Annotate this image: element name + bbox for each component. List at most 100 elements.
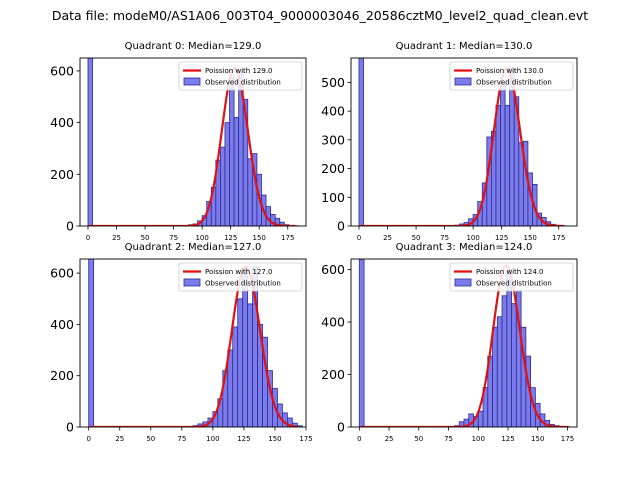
x-tick-label: 125: [495, 234, 508, 242]
x-tick-label: 150: [268, 435, 281, 443]
histogram-bar: [504, 104, 511, 226]
legend-box: [178, 262, 303, 292]
y-tick-label: 600: [321, 262, 345, 277]
subplot-3: 0 25 50 75 100 125 150 175 0 200 400 600 Quadrant 3:…: [321, 242, 578, 443]
subplot-1: 0 25 50 75 100 125 150 175 0 100 200 300 400 500 Quadr…: [321, 41, 578, 242]
y-tick-label: 0: [66, 219, 74, 234]
subplot-title: Quadrant 1: Median=130.0: [396, 41, 533, 52]
x-tick-label: 50: [414, 435, 423, 443]
x-tick-label: 0: [357, 234, 361, 242]
x-tick-label: 25: [112, 234, 121, 242]
histogram-bar: [358, 58, 364, 226]
histogram-bar: [219, 146, 226, 226]
x-tick-label: 150: [531, 435, 544, 443]
legend-bar-swatch: [454, 278, 472, 287]
legend: Poission with 130.0 Observed distribution: [449, 61, 574, 91]
poisson-fit-line: [360, 264, 569, 427]
plot-area: [358, 259, 570, 427]
histogram-bar: [495, 104, 501, 226]
legend: Poission with 127.0 Observed distribution: [178, 262, 303, 292]
x-tick-label: 175: [299, 435, 312, 443]
x-tick-label: 50: [141, 234, 150, 242]
histogram-bar: [232, 326, 239, 427]
x-tick-label: 125: [501, 435, 514, 443]
y-tick-label: 400: [50, 317, 74, 332]
subplots: 0 25 50 75 100 125 150 175 0 200 400 600 Quadrant 0:…: [50, 41, 578, 443]
x-tick-label: 100: [466, 234, 479, 242]
y-tick-label: 400: [321, 315, 345, 330]
y-tick-label: 500: [321, 75, 345, 90]
x-tick-label: 50: [146, 435, 155, 443]
plot-area: [87, 58, 299, 226]
plot-area: [88, 259, 303, 427]
legend-line-label: Poission with 127.0: [205, 268, 273, 276]
poisson-fit-line: [360, 66, 565, 226]
axes-frame: [350, 57, 578, 227]
y-tick-label: 0: [337, 219, 345, 234]
x-tick-label: 0: [86, 435, 90, 443]
x-tick-label: 0: [357, 435, 361, 443]
axes-frame: [79, 258, 307, 428]
subplot-0: 0 25 50 75 100 125 150 175 0 200 400 600 Quadrant 0:…: [50, 41, 307, 242]
y-tick-label: 200: [321, 367, 345, 382]
x-tick-label: 150: [524, 234, 537, 242]
y-tick-label: 600: [50, 266, 74, 281]
histogram-bar: [511, 303, 517, 427]
legend: Poission with 129.0 Observed distribution: [178, 61, 303, 91]
x-tick-label: 175: [552, 234, 565, 242]
histogram-bar: [492, 326, 498, 427]
histogram-bar: [87, 58, 93, 226]
subplot-title: Quadrant 0: Median=129.0: [125, 41, 262, 52]
x-tick-label: 100: [206, 435, 219, 443]
y-tick-label: 200: [50, 368, 74, 383]
y-tick-label: 0: [337, 420, 345, 435]
legend-line-label: Poission with 130.0: [476, 67, 544, 75]
histogram-bar: [224, 122, 230, 226]
x-tick-label: 25: [385, 435, 394, 443]
legend-line-label: Poission with 129.0: [205, 67, 273, 75]
legend-box: [449, 61, 574, 91]
x-tick-label: 100: [472, 435, 485, 443]
histogram-bar: [229, 75, 235, 226]
histogram-bar: [227, 349, 234, 427]
legend: Poission with 124.0 Observed distribution: [449, 262, 574, 292]
x-tick-label: 75: [444, 435, 453, 443]
x-tick-label: 125: [224, 234, 237, 242]
subplot-title: Quadrant 2: Median=127.0: [125, 242, 262, 253]
histogram-bar: [237, 298, 244, 427]
y-tick-label: 400: [50, 115, 74, 130]
figure-title: Data file: modeM0/AS1A06_003T04_90000030…: [52, 8, 588, 23]
histogram-bar: [477, 410, 484, 427]
x-tick-label: 75: [169, 234, 178, 242]
x-tick-label: 100: [195, 234, 208, 242]
legend-bar-swatch: [183, 77, 201, 86]
y-tick-label: 600: [50, 63, 74, 78]
legend-bar-label: Observed distribution: [476, 280, 552, 288]
legend-bar-label: Observed distribution: [205, 280, 281, 288]
histogram-bar: [506, 269, 512, 427]
x-tick-label: 0: [86, 234, 90, 242]
x-tick-label: 25: [383, 234, 392, 242]
axes-frame: [79, 57, 307, 227]
legend-box: [178, 61, 303, 91]
histogram-bar: [242, 267, 249, 427]
y-tick-label: 200: [50, 167, 74, 182]
x-tick-label: 175: [561, 435, 574, 443]
legend-bar-swatch: [183, 278, 201, 287]
histogram-bar: [88, 259, 95, 427]
y-tick-label: 400: [321, 104, 345, 119]
legend-box: [449, 262, 574, 292]
histogram-bar: [358, 259, 365, 427]
histogram-bar: [233, 117, 240, 226]
y-tick-label: 300: [321, 132, 345, 147]
histogram-bar: [501, 295, 508, 427]
histogram-bar: [279, 221, 285, 226]
legend-bar-swatch: [454, 77, 472, 86]
histogram-bar: [496, 316, 503, 427]
x-tick-label: 175: [281, 234, 294, 242]
x-tick-label: 50: [412, 234, 421, 242]
subplot-2: 0 25 50 75 100 125 150 175 0 200 400 600 Quadrant 2:…: [50, 242, 313, 443]
y-tick-label: 200: [321, 161, 345, 176]
axes-frame: [350, 258, 578, 428]
